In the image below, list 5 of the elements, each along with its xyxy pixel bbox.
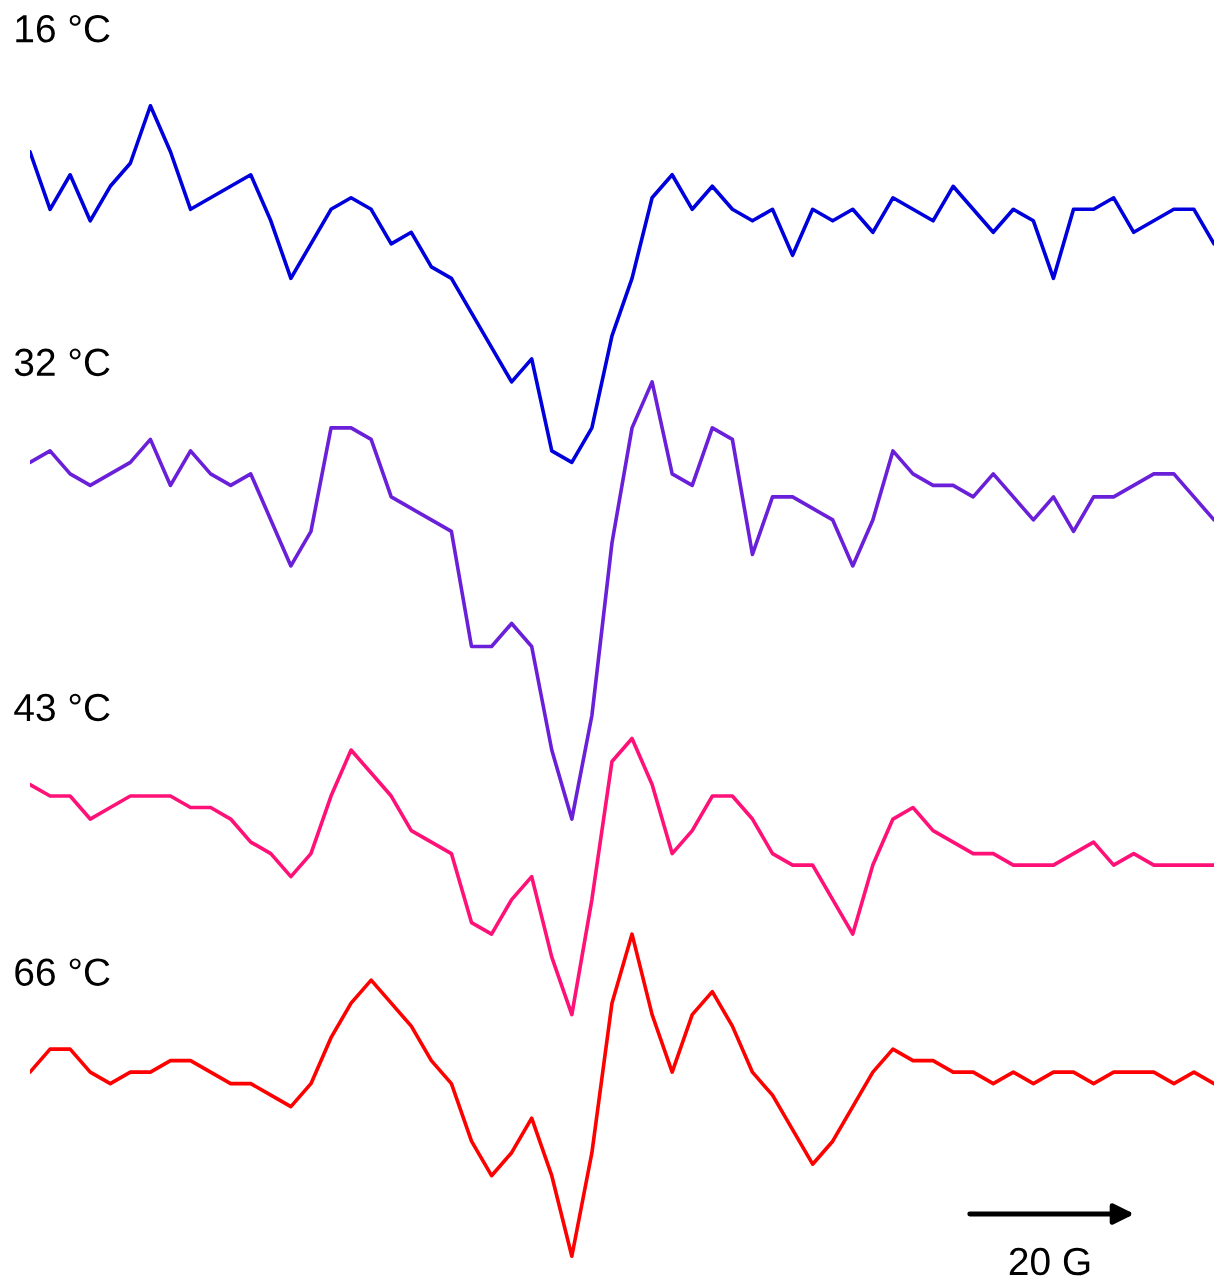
- series-label: 16 °C: [16, 14, 110, 43]
- annotation: 20 G: [1009, 1247, 1090, 1276]
- series-label: 43 °C: [14, 693, 110, 722]
- series-label: 66 °C: [15, 958, 110, 986]
- series-label: 32 °C: [14, 348, 110, 377]
